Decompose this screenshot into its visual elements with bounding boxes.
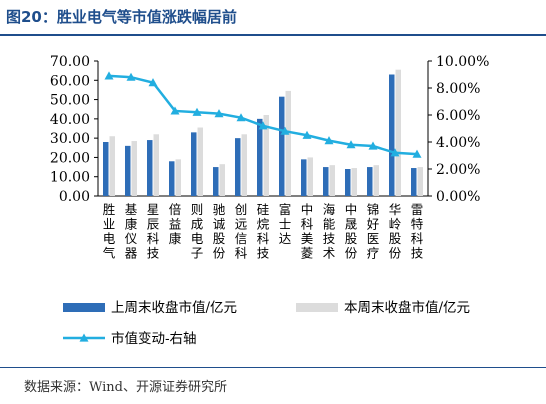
bar-this-week [153, 134, 159, 196]
line-point [346, 140, 356, 149]
bar-prev-week [125, 145, 131, 196]
source-note: 数据来源：Wind、开源证券研究所 [24, 380, 227, 395]
y-left-tick-label: 0.00 [59, 189, 90, 205]
bar-this-week [417, 167, 423, 196]
bar-this-week [285, 90, 291, 196]
line-point [148, 78, 158, 87]
x-tick-label: 则成电子 [191, 202, 204, 261]
y-left-tick-label: 10.00 [50, 170, 90, 186]
line-point [390, 148, 400, 157]
chart-title: 图20：胜业电气等市值涨跌幅居前 [6, 8, 237, 26]
bar-this-week [219, 164, 225, 196]
x-tick-label: 硅烷科技 [257, 202, 270, 261]
x-tick-label: 星辰科技 [147, 202, 160, 261]
legend-swatch-this-week [296, 303, 338, 312]
bar-this-week [329, 165, 335, 196]
chart: 0.00 10.00 20.00 30.00 40.00 50.00 60.00 70.00 0… [50, 54, 489, 347]
bar-this-week [197, 127, 203, 196]
line-point [126, 72, 136, 81]
x-tick-label: 倍益康 [169, 202, 182, 246]
legend-swatch-prev-week [63, 303, 105, 312]
bar-prev-week [213, 167, 219, 196]
bar-prev-week [389, 74, 395, 196]
bar-prev-week [367, 167, 373, 196]
bar-this-week [263, 115, 269, 196]
bar-this-week [109, 136, 115, 196]
bar-prev-week [235, 138, 241, 196]
bar-prev-week [257, 118, 263, 196]
bar-prev-week [169, 161, 175, 196]
bar-this-week [351, 168, 357, 196]
y-right-tick-label: 10.00% [436, 54, 489, 70]
plot-area: 0.00 10.00 20.00 30.00 40.00 50.00 60.00 70.00 0… [50, 54, 489, 261]
bar-this-week [131, 141, 137, 196]
bar-this-week [373, 165, 379, 196]
line-point [258, 121, 268, 130]
y-right-tick-label: 8.00% [436, 81, 480, 97]
line-point [104, 71, 114, 80]
y-right-tick-label: 0.00% [436, 189, 480, 205]
bar-this-week [395, 69, 401, 196]
y-left-tick-label: 50.00 [50, 93, 90, 109]
bar-prev-week [191, 132, 197, 196]
x-tick-label: 富士达 [279, 202, 292, 246]
x-tick-label: 中科美菱 [301, 202, 314, 261]
x-tick-label: 胜业电气 [103, 202, 116, 261]
bar-prev-week [103, 142, 109, 196]
line-point [324, 136, 334, 145]
line-point [236, 113, 246, 122]
y-right-tick-label: 2.00% [436, 162, 480, 178]
title-rule [0, 34, 546, 36]
bar-prev-week [279, 96, 285, 196]
y-left-tick-label: 20.00 [50, 150, 90, 166]
bar-this-week [175, 159, 181, 196]
x-tick-label: 中晟股份 [345, 202, 358, 261]
x-tick-label: 锦好医疗 [367, 202, 380, 261]
bar-prev-week [411, 168, 417, 196]
y-left-tick-label: 30.00 [50, 131, 90, 147]
line-point [214, 109, 224, 118]
legend-label-line: 市值变动-右轴 [111, 330, 197, 347]
line-point [280, 126, 290, 135]
x-tick-label: 基康仪器 [125, 202, 138, 261]
y-right-tick-label: 6.00% [436, 108, 480, 124]
footer-rule [0, 367, 546, 368]
line-point [192, 107, 202, 116]
bar-prev-week [323, 167, 329, 196]
x-tick-label: 驰诚股份 [213, 202, 226, 261]
line-point [368, 141, 378, 150]
bar-prev-week [301, 159, 307, 196]
line-point [170, 106, 180, 115]
line-point [412, 149, 422, 158]
legend-marker-line [79, 333, 89, 342]
bar-this-week [307, 157, 313, 196]
bar-this-week [241, 134, 247, 196]
x-tick-label: 海能技术 [323, 202, 336, 261]
legend-label-this-week: 本周末收盘市值/亿元 [344, 299, 470, 316]
y-right-tick-label: 4.00% [436, 135, 480, 151]
bar-prev-week [345, 169, 351, 196]
y-left-tick-label: 60.00 [50, 73, 90, 89]
y-left-tick-label: 70.00 [50, 54, 90, 70]
y-left-tick-label: 40.00 [50, 112, 90, 128]
x-tick-label: 华岭股份 [389, 202, 402, 261]
x-tick-label: 创远信科 [235, 202, 248, 261]
bar-prev-week [147, 140, 153, 196]
legend-label-prev-week: 上周末收盘市值/亿元 [111, 299, 237, 316]
line-point [302, 130, 312, 139]
x-tick-label: 雷特科技 [411, 202, 424, 261]
